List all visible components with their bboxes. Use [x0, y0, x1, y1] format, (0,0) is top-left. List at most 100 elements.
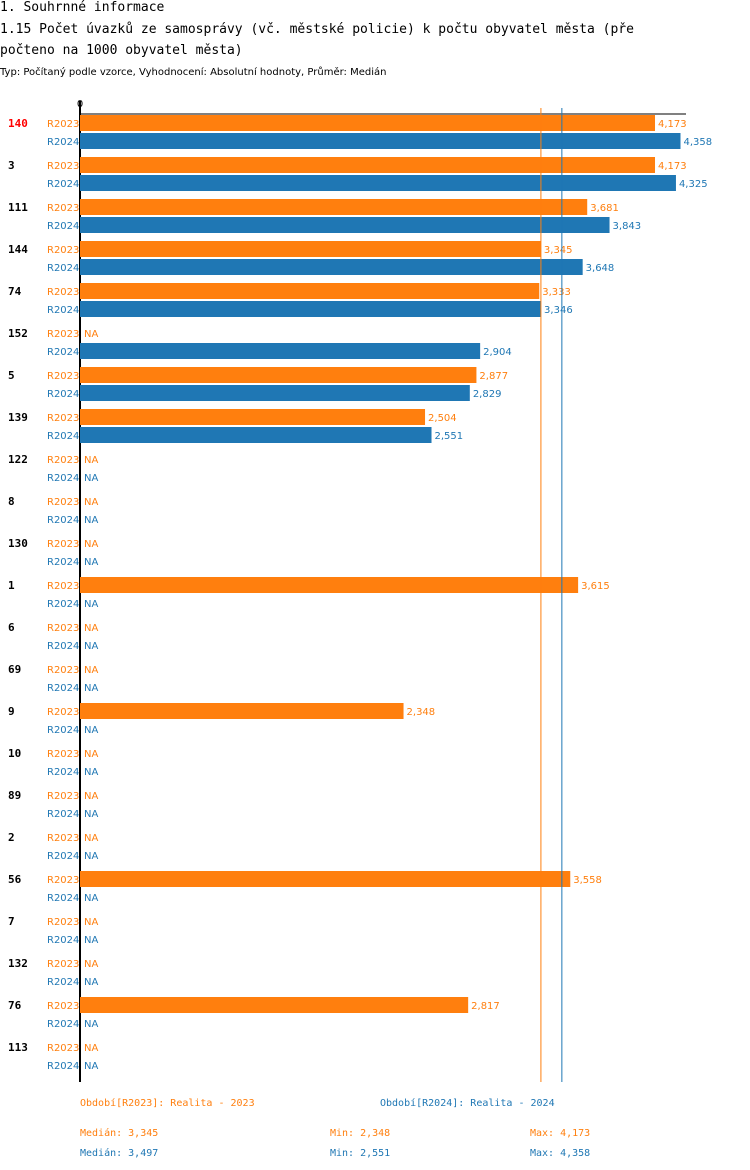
series-label: R2023: [47, 833, 79, 844]
legend-r2023: Období[R2023]: Realita - 2023: [80, 1097, 255, 1109]
category-label: 132: [8, 957, 28, 970]
series-label: R2023: [47, 329, 79, 340]
value-label: 3,843: [613, 221, 642, 232]
stat-median: Medián: 3,497: [80, 1147, 158, 1159]
series-label: R2024: [47, 893, 79, 904]
na-label: NA: [84, 473, 98, 484]
bar: [80, 427, 432, 443]
value-label: 2,829: [473, 389, 502, 400]
category-label: 74: [8, 285, 22, 298]
series-label: R2024: [47, 515, 79, 526]
category-label: 1: [8, 579, 15, 592]
series-label: R2023: [47, 707, 79, 718]
na-label: NA: [84, 497, 98, 508]
na-label: NA: [84, 809, 98, 820]
bar: [80, 133, 681, 149]
na-label: NA: [84, 515, 98, 526]
series-label: R2024: [47, 389, 79, 400]
series-label: R2024: [47, 221, 79, 232]
bar: [80, 577, 579, 593]
value-label: 2,904: [483, 347, 512, 358]
category-label: 139: [8, 411, 28, 424]
na-label: NA: [84, 1019, 98, 1030]
value-label: 2,504: [428, 413, 457, 424]
series-label: R2024: [47, 851, 79, 862]
bar: [80, 175, 676, 191]
value-label: 4,173: [658, 161, 687, 172]
na-label: NA: [84, 455, 98, 466]
series-label: R2023: [47, 1001, 79, 1012]
bar: [80, 259, 583, 275]
series-label: R2024: [47, 809, 79, 820]
series-label: R2023: [47, 665, 79, 676]
series-label: R2023: [47, 245, 79, 256]
na-label: NA: [84, 833, 98, 844]
series-label: R2024: [47, 977, 79, 988]
series-label: R2023: [47, 917, 79, 928]
series-label: R2023: [47, 455, 79, 466]
stat-min: Min: 2,348: [330, 1128, 390, 1139]
series-label: R2023: [47, 581, 79, 592]
na-label: NA: [84, 1043, 98, 1054]
value-label: 3,648: [586, 263, 615, 274]
bar: [80, 367, 477, 383]
series-label: R2023: [47, 497, 79, 508]
chart-title-line-1: 1.15 Počet úvazků ze samosprávy (vč. měs…: [0, 22, 634, 37]
category-label: 122: [8, 453, 28, 466]
stat-min: Min: 2,551: [330, 1148, 390, 1159]
stat-max: Max: 4,173: [530, 1128, 590, 1139]
category-label: 113: [8, 1041, 28, 1054]
series-label: R2023: [47, 749, 79, 760]
value-label: 2,551: [435, 431, 464, 442]
category-label: 111: [8, 201, 28, 214]
category-label: 144: [8, 243, 28, 256]
category-label: 5: [8, 369, 15, 382]
axis-zero-tick-label: 0: [77, 99, 83, 110]
value-label: 3,558: [573, 875, 602, 886]
series-label: R2024: [47, 935, 79, 946]
series-label: R2024: [47, 263, 79, 274]
value-label: 4,173: [658, 119, 687, 130]
series-label: R2024: [47, 305, 79, 316]
na-label: NA: [84, 683, 98, 694]
category-label: 6: [8, 621, 15, 634]
na-label: NA: [84, 1061, 98, 1072]
bar: [80, 301, 542, 317]
bar: [80, 409, 426, 425]
chart-subtitle: Typ: Počítaný podle vzorce, Vyhodnocení:…: [0, 67, 387, 78]
bar: [80, 871, 571, 887]
bar: [80, 283, 540, 299]
na-label: NA: [84, 623, 98, 634]
na-label: NA: [84, 725, 98, 736]
na-label: NA: [84, 959, 98, 970]
bar: [80, 217, 610, 233]
series-label: R2024: [47, 725, 79, 736]
chart-title-line-2: počteno na 1000 obyvatel města): [0, 43, 243, 58]
value-label: 3,681: [590, 203, 619, 214]
series-label: R2023: [47, 161, 79, 172]
category-label: 152: [8, 327, 28, 340]
value-label: 4,358: [684, 137, 713, 148]
category-label: 10: [8, 747, 21, 760]
value-label: 3,333: [542, 287, 571, 298]
bar: [80, 343, 481, 359]
category-label: 130: [8, 537, 28, 550]
series-label: R2024: [47, 767, 79, 778]
na-label: NA: [84, 665, 98, 676]
bar: [80, 115, 656, 131]
series-label: R2023: [47, 203, 79, 214]
na-label: NA: [84, 917, 98, 928]
value-label: 2,817: [471, 1001, 500, 1012]
series-label: R2023: [47, 623, 79, 634]
category-label: 76: [8, 999, 22, 1012]
bar: [80, 241, 541, 257]
series-label: R2024: [47, 473, 79, 484]
bar: [80, 385, 470, 401]
value-label: 2,348: [407, 707, 436, 718]
bar: [80, 703, 404, 719]
na-label: NA: [84, 641, 98, 652]
series-label: R2023: [47, 959, 79, 970]
series-label: R2024: [47, 347, 79, 358]
value-label: 3,615: [581, 581, 610, 592]
